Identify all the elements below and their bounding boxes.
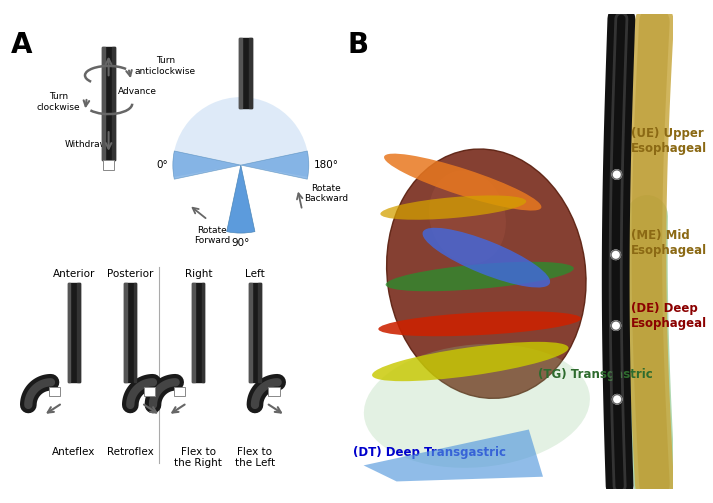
Polygon shape — [77, 283, 80, 382]
Text: Turn
clockwise: Turn clockwise — [37, 92, 81, 112]
Circle shape — [612, 170, 622, 179]
Polygon shape — [249, 283, 252, 382]
Text: Posterior: Posterior — [107, 269, 153, 279]
Polygon shape — [240, 38, 242, 109]
Polygon shape — [240, 38, 252, 109]
Ellipse shape — [364, 344, 590, 468]
Ellipse shape — [384, 153, 541, 211]
Text: Rotate
Backward: Rotate Backward — [304, 184, 348, 203]
Bar — [49, 387, 61, 395]
Circle shape — [611, 250, 620, 260]
Text: Retroflex: Retroflex — [107, 447, 154, 457]
Polygon shape — [124, 283, 136, 382]
Bar — [174, 387, 185, 395]
Wedge shape — [227, 165, 255, 233]
Text: Turn
anticlockwise: Turn anticlockwise — [135, 56, 196, 75]
Text: Flex to
the Left: Flex to the Left — [235, 447, 275, 468]
Polygon shape — [364, 430, 543, 481]
Ellipse shape — [423, 228, 550, 288]
Circle shape — [612, 394, 622, 404]
Ellipse shape — [379, 311, 581, 336]
Polygon shape — [193, 283, 205, 382]
Polygon shape — [68, 283, 71, 382]
Ellipse shape — [386, 149, 586, 398]
Text: (UE) Upper
Esophageal: (UE) Upper Esophageal — [631, 127, 707, 155]
Ellipse shape — [372, 342, 568, 381]
Text: 0°: 0° — [156, 160, 168, 170]
Bar — [268, 387, 279, 395]
Text: (ME) Mid
Esophageal: (ME) Mid Esophageal — [631, 228, 707, 257]
Polygon shape — [68, 283, 80, 382]
Polygon shape — [249, 38, 252, 109]
Polygon shape — [113, 47, 116, 160]
Polygon shape — [202, 283, 205, 382]
Polygon shape — [102, 47, 105, 160]
Text: (TG) Transgastric: (TG) Transgastric — [538, 368, 653, 381]
Polygon shape — [124, 283, 127, 382]
Ellipse shape — [380, 196, 526, 220]
Polygon shape — [193, 283, 195, 382]
Text: Flex to
the Right: Flex to the Right — [175, 447, 222, 468]
Polygon shape — [133, 283, 136, 382]
Wedge shape — [173, 151, 241, 179]
Polygon shape — [258, 283, 261, 382]
Wedge shape — [173, 97, 309, 177]
Text: Right: Right — [185, 269, 212, 279]
Ellipse shape — [386, 262, 574, 291]
Text: Advance: Advance — [118, 87, 157, 96]
Bar — [103, 160, 114, 170]
Text: B: B — [347, 31, 369, 59]
Text: (DT) Deep Transgastric: (DT) Deep Transgastric — [353, 446, 506, 459]
Ellipse shape — [429, 171, 506, 264]
Text: Left: Left — [245, 269, 265, 279]
Text: Anterior: Anterior — [53, 269, 95, 279]
Polygon shape — [102, 47, 116, 160]
Polygon shape — [249, 283, 261, 382]
Text: Rotate
Forward: Rotate Forward — [195, 225, 230, 245]
Bar — [143, 387, 155, 395]
Text: (DE) Deep
Esophageal: (DE) Deep Esophageal — [631, 302, 707, 330]
Text: 90°: 90° — [232, 238, 250, 248]
Wedge shape — [241, 151, 309, 179]
Text: 180°: 180° — [314, 160, 339, 170]
Text: Withdraw: Withdraw — [64, 140, 107, 149]
Text: A: A — [11, 31, 33, 59]
Text: Anteflex: Anteflex — [52, 447, 96, 457]
Circle shape — [611, 321, 620, 330]
